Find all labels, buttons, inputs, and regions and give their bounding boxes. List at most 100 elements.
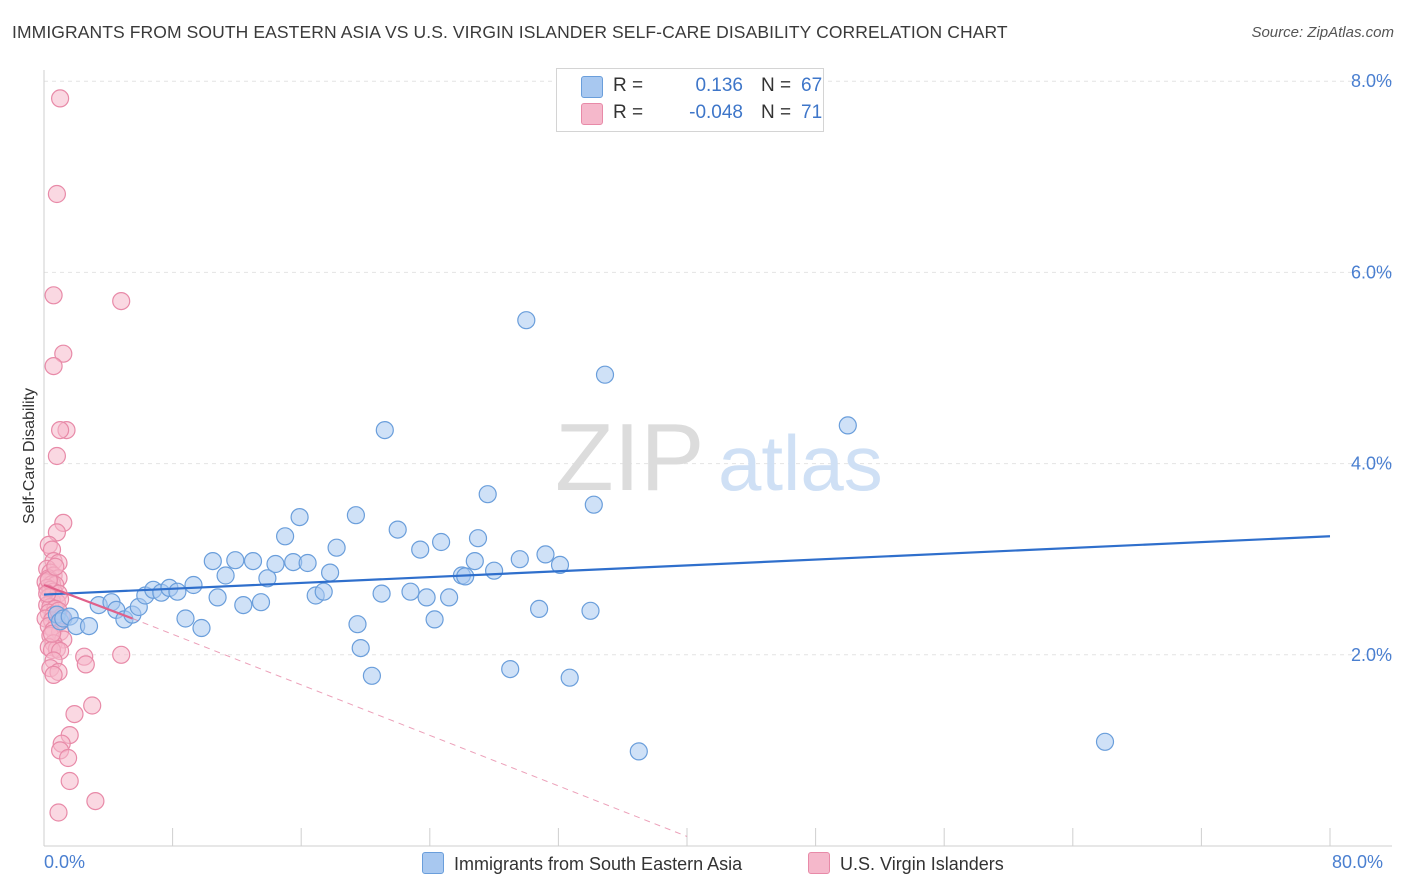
legend-label-blue: Immigrants from South Eastern Asia — [454, 854, 743, 874]
scatter-point — [112, 292, 131, 311]
scatter-point — [346, 506, 365, 525]
scatter-point — [351, 638, 370, 658]
scatter-point — [49, 803, 68, 822]
y-tick-label: 2.0% — [1351, 645, 1392, 665]
scatter-point — [321, 563, 340, 582]
scatter-point — [47, 184, 67, 204]
scatter-point — [83, 696, 102, 715]
scatter-point — [176, 609, 195, 628]
legend-r-value: -0.048 — [689, 102, 743, 123]
scatter-point — [243, 551, 263, 571]
legend-n-key: N = — [761, 75, 792, 96]
scatter-point — [226, 551, 245, 570]
scatter-point — [298, 553, 317, 573]
legend-r-value: 0.136 — [695, 75, 743, 96]
scatter-point — [216, 566, 235, 585]
scatter-point — [50, 421, 70, 440]
scatter-point — [478, 485, 497, 504]
scatter-point — [76, 655, 95, 674]
legend-r-key: R = — [613, 102, 644, 123]
scatter-point — [203, 551, 222, 571]
scatter-point — [468, 529, 488, 548]
scatter-point — [584, 495, 603, 514]
gridlines — [44, 80, 1392, 656]
scatter-point — [54, 344, 73, 363]
scatter-point — [168, 582, 187, 601]
chart-title: IMMIGRANTS FROM SOUTH EASTERN ASIA VS U.… — [12, 22, 1008, 42]
legend-swatch-pink — [808, 852, 830, 874]
legend-item-pink: U.S. Virgin Islanders — [808, 852, 1004, 875]
scatter-point — [485, 561, 504, 580]
trend-line-pink-extrapolated — [132, 618, 688, 837]
legend-n-key: N = — [761, 102, 792, 123]
y-tick-labels: 2.0% 4.0% 6.0% 8.0% — [1351, 71, 1392, 665]
scatter-point — [440, 588, 459, 607]
scatter-point — [47, 446, 67, 466]
scatter-point — [290, 507, 309, 527]
scatter-point — [276, 527, 295, 546]
scatter-point — [629, 742, 648, 761]
scatter-point — [595, 365, 615, 384]
axes — [43, 70, 1392, 847]
scatter-point — [560, 668, 579, 687]
scatter-point — [581, 601, 600, 620]
legend-label-pink: U.S. Virgin Islanders — [840, 854, 1004, 874]
scatter-point — [46, 557, 65, 576]
x-tick-label-max: 80.0% — [1332, 852, 1384, 872]
scatter-point — [234, 595, 253, 615]
scatter-point — [44, 357, 63, 376]
scatter-point — [1095, 732, 1115, 751]
scatter-point — [79, 616, 99, 636]
scatter-point — [388, 520, 407, 539]
scatter-point — [266, 554, 285, 574]
scatter-point — [401, 582, 420, 601]
blue-series-points — [47, 311, 1115, 761]
scatter-point — [86, 791, 105, 811]
scatter-point — [550, 555, 570, 575]
scatter-point — [517, 311, 536, 330]
scatter-point — [411, 540, 430, 559]
scatter-point — [375, 421, 394, 440]
scatter-point — [314, 582, 333, 601]
scatter-point — [112, 645, 131, 664]
trend-line-pink — [43, 583, 133, 620]
scatter-point — [208, 588, 227, 607]
scatter-point — [44, 286, 63, 305]
legend-n-value: 67 — [801, 75, 823, 96]
watermark-atlas: atlas — [718, 419, 883, 507]
scatter-point — [58, 748, 78, 768]
y-tick-label: 8.0% — [1351, 71, 1392, 91]
legend-item-blue: Immigrants from South Eastern Asia — [422, 852, 742, 875]
watermark: ZIP atlas — [555, 404, 883, 511]
scatter-point — [501, 659, 520, 679]
scatter-point — [192, 618, 211, 638]
y-tick-label: 4.0% — [1351, 454, 1392, 474]
x-tick-label-min: 0.0% — [44, 852, 86, 872]
legend-r-key: R = — [613, 75, 644, 96]
legend-swatch-pink — [581, 103, 603, 125]
scatter-point — [60, 771, 79, 791]
correlation-legend: R = 0.136 N = 67 R = -0.048 N = 71 — [556, 68, 824, 132]
scatter-point — [184, 575, 203, 595]
scatter-point — [838, 416, 857, 435]
legend-n-value: 71 — [801, 102, 823, 123]
scatter-point — [327, 538, 346, 557]
trend-lines — [43, 535, 1331, 837]
scatter-point — [44, 665, 63, 685]
source-credit: Source: ZipAtlas.com — [1251, 24, 1394, 41]
y-tick-label: 6.0% — [1351, 262, 1392, 282]
scatter-point — [536, 545, 555, 564]
scatter-point — [348, 615, 367, 634]
scatter-point — [432, 532, 451, 552]
scatter-point — [510, 550, 529, 569]
scatter-point — [50, 89, 70, 108]
trend-line-blue — [43, 535, 1331, 596]
legend-swatch-blue — [581, 76, 603, 98]
scatter-point — [465, 551, 484, 571]
watermark-zip: ZIP — [555, 404, 704, 511]
scatter-point — [251, 593, 271, 612]
scatter-point — [425, 610, 444, 629]
scatter-point — [417, 588, 436, 607]
scatter-point — [372, 584, 391, 603]
